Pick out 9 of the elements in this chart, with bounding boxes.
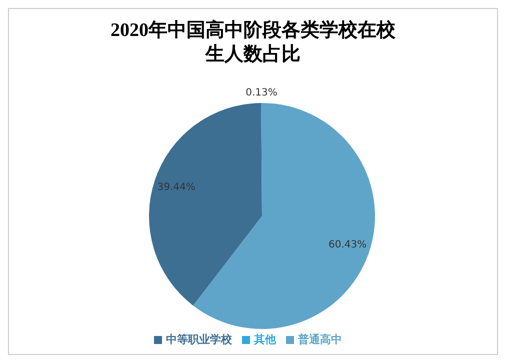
data-label: 0.13% xyxy=(246,88,278,98)
data-label: 39.44% xyxy=(157,182,196,193)
chart-title: 2020年中国高中阶段各类学校在校生人数占比 xyxy=(110,19,396,67)
legend-label: 其他 xyxy=(254,333,276,346)
pie-slice xyxy=(149,103,262,306)
legend-label: 中等职业学校 xyxy=(166,333,232,346)
pie-slice xyxy=(193,103,375,329)
data-label: 60.43% xyxy=(328,240,367,251)
legend-label: 普通高中 xyxy=(298,333,342,346)
